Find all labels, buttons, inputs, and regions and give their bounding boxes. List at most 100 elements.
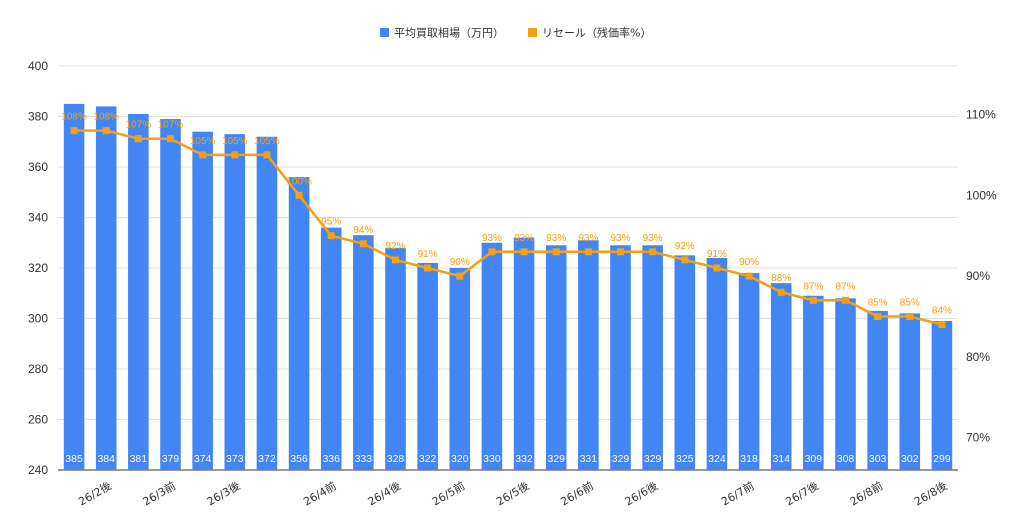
x-tick-label: 26/3前 xyxy=(140,478,178,508)
legend-swatch-line xyxy=(528,28,537,37)
bar xyxy=(867,310,888,470)
bar-value-label: 373 xyxy=(226,453,244,465)
x-tick-label: 26/6後 xyxy=(622,478,660,508)
line-point xyxy=(520,248,528,256)
bar-value-label: 329 xyxy=(612,453,630,465)
x-tick-label: 26/8後 xyxy=(912,478,950,508)
legend: 平均買取相場（万円） リセール（残価率%） xyxy=(380,26,651,40)
x-tick-label: 26/7後 xyxy=(783,478,821,508)
x-tick-label: 26/4後 xyxy=(365,478,403,508)
bar xyxy=(513,237,535,470)
bar xyxy=(803,295,824,470)
bar-value-label: 372 xyxy=(258,453,276,465)
line-value-label: 84% xyxy=(932,306,952,317)
bar xyxy=(63,103,85,470)
bar-value-label: 385 xyxy=(65,453,83,465)
left-tick-label: 240 xyxy=(28,463,48,477)
right-tick-label: 110% xyxy=(966,107,996,121)
bar xyxy=(835,298,856,470)
bar-value-label: 299 xyxy=(933,453,951,465)
bar-value-label: 379 xyxy=(162,453,180,465)
bar xyxy=(449,268,471,470)
x-axis: 26/2後 26/3前 26/3後 26/4前 26/4後 26/5前 26/5後 26/6前… xyxy=(76,478,950,508)
bar xyxy=(95,106,117,471)
line-value-label: 93% xyxy=(578,233,598,244)
line-value-label: 93% xyxy=(643,233,663,244)
line-value-label: 93% xyxy=(610,233,630,244)
bar-value-label: 331 xyxy=(580,453,598,465)
bar xyxy=(674,255,696,470)
line-point xyxy=(842,296,849,304)
bar-value-label: 302 xyxy=(901,453,919,465)
line-value-label: 107% xyxy=(126,120,152,131)
bar-value-label: 328 xyxy=(387,453,405,465)
legend-label-line: リセール（残価率%） xyxy=(542,26,651,40)
bar-value-label: 303 xyxy=(869,453,887,465)
bar-value-label: 314 xyxy=(772,453,790,465)
left-axis: 240 260 280 300 320 340 360 380 400 xyxy=(28,59,48,477)
line-point xyxy=(777,288,785,296)
line-value-label: 105% xyxy=(190,136,216,147)
line-value-label: 92% xyxy=(385,241,405,252)
line-point xyxy=(745,272,753,280)
line-point xyxy=(488,248,496,256)
line-value-label: 93% xyxy=(546,233,566,244)
line-point xyxy=(938,321,946,329)
bar-value-label: 322 xyxy=(419,453,437,465)
line-point xyxy=(649,248,657,256)
x-tick-label: 26/5前 xyxy=(429,478,467,508)
line-point xyxy=(874,312,882,320)
left-tick-label: 360 xyxy=(28,160,48,174)
left-tick-label: 320 xyxy=(28,261,48,275)
x-tick-label: 26/4前 xyxy=(301,478,339,508)
bar-value-label: 318 xyxy=(740,453,758,465)
bar-value-label: 356 xyxy=(290,453,308,465)
left-tick-label: 260 xyxy=(28,413,48,427)
x-tick-label: 26/3後 xyxy=(204,478,242,508)
line-value-labels: 108% 108% 107% 107% 105% 105% 105% 100% 95% 94% 92… xyxy=(61,112,952,317)
bar xyxy=(385,247,406,470)
legend-swatch-bar xyxy=(380,28,389,37)
bar xyxy=(899,313,921,470)
x-tick-label: 26/8前 xyxy=(847,478,885,508)
bar-value-label: 333 xyxy=(355,453,373,465)
bar xyxy=(353,235,374,470)
bar-value-label: 332 xyxy=(515,453,533,465)
left-tick-label: 340 xyxy=(28,211,48,225)
right-tick-label: 80% xyxy=(966,350,990,364)
bar xyxy=(224,134,246,471)
line-point xyxy=(681,256,689,264)
line-value-label: 108% xyxy=(61,112,87,123)
line-point xyxy=(295,191,303,199)
series-line xyxy=(74,129,943,326)
bar xyxy=(578,240,599,470)
bar-value-label: 374 xyxy=(194,453,212,465)
line-value-label: 105% xyxy=(254,136,280,147)
line-point xyxy=(392,256,399,264)
bar xyxy=(545,245,567,470)
bar xyxy=(931,321,953,470)
line-value-label: 93% xyxy=(482,233,502,244)
line-point xyxy=(424,264,432,272)
x-tick-label: 26/2後 xyxy=(76,478,114,508)
bar-value-label: 329 xyxy=(644,453,662,465)
bar-series xyxy=(63,103,953,471)
x-tick-label: 26/6前 xyxy=(558,478,596,508)
bar-value-label: 320 xyxy=(451,453,469,465)
line-point xyxy=(102,127,110,135)
line-series xyxy=(70,127,946,329)
bar xyxy=(320,227,342,470)
line-value-label: 107% xyxy=(158,120,184,131)
right-tick-label: 100% xyxy=(966,188,997,202)
left-tick-label: 400 xyxy=(28,59,48,73)
line-point xyxy=(617,248,624,256)
bar xyxy=(160,119,181,471)
line-point xyxy=(456,272,464,280)
line-value-label: 91% xyxy=(418,249,438,260)
line-value-label: 100% xyxy=(286,176,312,187)
line-point xyxy=(70,127,78,135)
bar xyxy=(770,283,792,470)
line-value-label: 90% xyxy=(739,257,759,268)
line-point xyxy=(359,240,367,248)
